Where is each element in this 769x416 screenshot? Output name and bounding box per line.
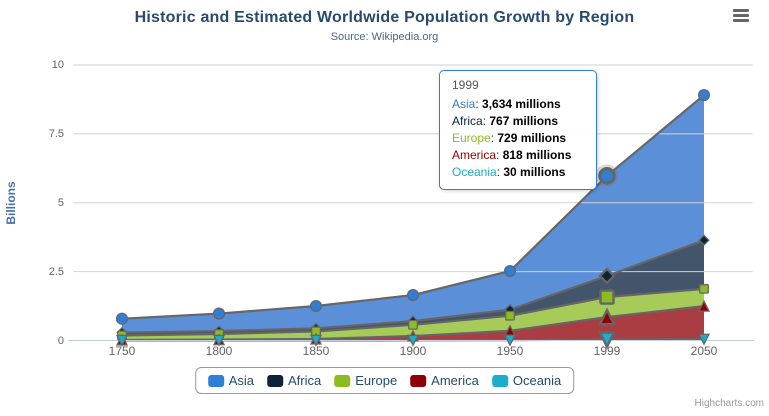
marker-america-1999[interactable] [598,307,616,326]
x-axis-label-1850: 1850 [302,344,330,358]
marker-asia-1850[interactable] [309,299,323,313]
chart-title: Historic and Estimated Worldwide Populat… [134,9,635,26]
x-axis-label-1999: 1999 [593,344,621,358]
marker-asia-1750[interactable] [115,312,129,325]
marker-asia-1800[interactable] [212,307,226,320]
legend-label: Asia [228,373,255,388]
x-axis-label-1900: 1900 [399,344,427,358]
tooltip-series-name: Oceania [452,165,497,179]
legend-item-oceania[interactable]: Oceania [491,373,562,388]
tooltip-series-name: Europe [452,131,491,145]
tooltip-row-asia: Asia: 3,634 millions [452,97,561,111]
tooltip-header: 1999 [452,78,479,92]
legend-symbol-oceania [491,374,508,387]
tooltip-series-value: 30 millions [503,165,566,179]
marker-europe-1900[interactable] [408,319,418,330]
y-axis-label-10: 10 [51,59,64,71]
marker-africa-2050[interactable] [698,234,710,246]
legend-item-africa[interactable]: Africa [267,373,321,388]
marker-asia-1900[interactable] [406,288,420,302]
x-axis-label-2050: 2050 [690,344,718,358]
tooltip-series-value: 767 millions [489,114,559,128]
tooltip-series-name: Africa [452,114,483,128]
marker-europe-2050[interactable] [699,283,709,294]
tooltip-rows: Asia: 3,634 millions Africa: 767 millions… [452,96,584,181]
marker-africa-1999[interactable] [598,267,616,285]
legend-symbol-africa [267,374,284,387]
legend-symbol-america [410,374,427,387]
area-america[interactable] [122,306,704,341]
legend-label: Europe [355,373,398,388]
legend-label: Africa [288,373,322,388]
x-axis-label-1950: 1950 [496,344,524,358]
legend-symbol-asia [207,374,224,387]
tooltip: 1999 Asia: 3,634 millions Africa: 767 mil… [439,70,597,190]
marker-oceania-1999[interactable] [598,331,616,350]
x-axis-label-1750: 1750 [108,344,136,358]
y-axis-title: Billions [4,181,18,225]
legend-item-asia[interactable]: Asia [207,373,255,388]
area-africa[interactable] [122,240,704,336]
legend: Asia Africa Europe America Oceania [194,367,575,394]
x-axis-label-1800: 1800 [205,344,233,358]
marker-asia-1950[interactable] [503,264,517,278]
marker-asia-2050[interactable] [697,89,711,102]
tooltip-series-name: America [452,148,497,162]
marker-oceania-1850[interactable] [309,334,323,347]
marker-europe-1999[interactable] [599,289,615,305]
legend-item-europe[interactable]: Europe [334,373,397,388]
export-menu-button[interactable] [733,9,750,23]
legend-item-america[interactable]: America [410,373,479,388]
tooltip-series-value: 3,634 millions [482,97,561,111]
marker-asia-1999[interactable] [598,167,616,185]
marker-america-2050[interactable] [697,299,711,312]
tooltip-series-value: 729 millions [497,131,567,145]
area-asia[interactable] [122,95,704,333]
y-axis-label-0: 0 [57,334,64,347]
y-axis-label-2.5: 2.5 [48,265,64,278]
legend-label: America [431,373,479,388]
legend-label: Oceania [512,373,562,388]
y-axis-label-7.5: 7.5 [48,127,64,140]
marker-europe-1950[interactable] [505,310,515,321]
tooltip-series-name: Asia [452,97,476,111]
tooltip-row-europe: Europe: 729 millions [452,131,567,145]
marker-oceania-2050[interactable] [697,333,711,346]
tooltip-row-america: America: 818 millions [452,148,572,162]
marker-oceania-1800[interactable] [212,334,226,347]
y-axis-label-5: 5 [57,196,64,209]
tooltip-row-africa: Africa: 767 millions [452,114,559,128]
marker-oceania-1900[interactable] [406,334,420,347]
tooltip-row-oceania: Oceania: 30 millions [452,165,566,179]
marker-oceania-1950[interactable] [503,334,517,347]
tooltip-series-value: 818 millions [502,148,572,162]
hamburger-menu-icon [733,9,750,22]
credits-link[interactable]: Highcharts.com [694,398,764,409]
chart-subtitle: Source: Wikipedia.org [330,31,439,43]
legend-symbol-europe [334,374,351,387]
marker-oceania-1750[interactable] [115,334,129,347]
